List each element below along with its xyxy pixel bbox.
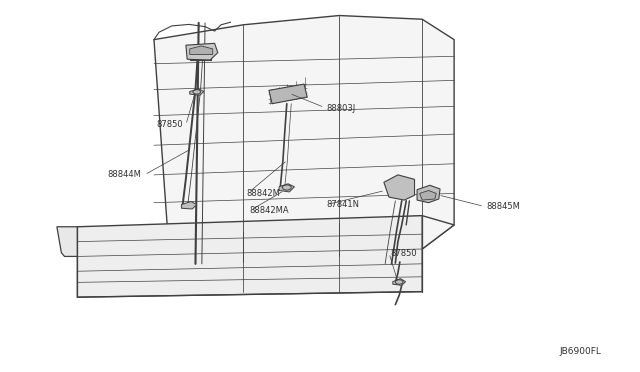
Polygon shape [279,184,294,192]
Polygon shape [189,89,204,95]
Polygon shape [420,190,436,200]
Text: JB6900FL: JB6900FL [559,347,601,356]
Polygon shape [77,216,454,264]
Text: 87850: 87850 [156,121,182,129]
Polygon shape [181,202,196,209]
Polygon shape [269,84,307,104]
Text: 88844M: 88844M [108,170,141,179]
Text: 88845M: 88845M [486,202,520,211]
Text: 87841N: 87841N [326,200,360,209]
Polygon shape [417,185,440,203]
Polygon shape [57,227,77,256]
Text: 88842MA: 88842MA [250,206,289,215]
Text: 88842M: 88842M [246,189,280,198]
Polygon shape [154,16,454,264]
Polygon shape [393,279,406,285]
Polygon shape [186,43,218,60]
Text: 88803J: 88803J [326,104,356,113]
Polygon shape [189,46,212,54]
Polygon shape [384,175,415,200]
Polygon shape [77,216,422,297]
Text: 87850: 87850 [390,249,417,258]
